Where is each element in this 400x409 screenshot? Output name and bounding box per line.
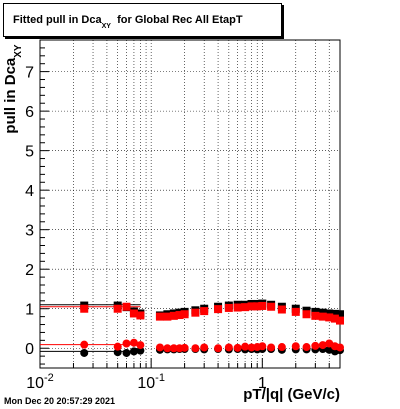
title-subscript: XY bbox=[101, 23, 111, 30]
data-point-circle bbox=[277, 343, 286, 352]
y-tick-label: 3 bbox=[25, 223, 34, 240]
data-point-circle bbox=[122, 348, 131, 357]
y-tick-label: 6 bbox=[25, 104, 34, 121]
x-tick-label-base: 10 bbox=[26, 375, 44, 392]
data-point-circle bbox=[155, 343, 164, 352]
data-point-square bbox=[233, 303, 242, 312]
data-point-square bbox=[169, 311, 178, 320]
data-point-square bbox=[247, 302, 256, 311]
data-point-circle bbox=[129, 338, 138, 347]
x-tick-label: 10-1 bbox=[137, 372, 165, 392]
data-point-square bbox=[325, 313, 334, 322]
data-point-square bbox=[122, 302, 131, 311]
data-point-circle bbox=[233, 343, 242, 352]
data-point-circle bbox=[180, 343, 189, 352]
y-tick-label: 0 bbox=[25, 341, 34, 358]
y-tick-label: 2 bbox=[25, 262, 34, 279]
data-point-circle bbox=[80, 348, 89, 357]
title-rest: for Global Rec All EtapT bbox=[117, 14, 243, 26]
data-point-square bbox=[163, 312, 172, 321]
data-point-square bbox=[330, 314, 339, 323]
data-point-circle bbox=[214, 344, 223, 353]
data-point-square bbox=[180, 310, 189, 319]
data-point-square bbox=[291, 307, 300, 316]
y-axis-label-main: pull in Dca bbox=[2, 57, 19, 134]
y-axis-label: pull in DcaXY bbox=[2, 24, 24, 154]
data-point-square bbox=[155, 312, 164, 321]
data-point-square bbox=[191, 308, 200, 317]
title-box: Fitted pull in DcaXY for Global Rec All … bbox=[3, 3, 282, 37]
data-point-circle bbox=[267, 343, 276, 352]
data-point-square bbox=[277, 305, 286, 314]
data-point-circle bbox=[80, 340, 89, 349]
data-point-circle bbox=[163, 344, 172, 353]
data-point-square bbox=[267, 302, 276, 311]
plot-frame bbox=[39, 39, 341, 369]
y-tick-label: 1 bbox=[25, 302, 34, 319]
x-tick-label-base: 10 bbox=[137, 375, 155, 392]
y-axis-label-subscript: XY bbox=[13, 44, 24, 58]
data-point-square bbox=[241, 303, 250, 312]
y-tick-label: 4 bbox=[25, 183, 34, 200]
data-point-circle bbox=[318, 341, 327, 350]
x-tick-label-base: 1 bbox=[258, 375, 267, 392]
data-point-circle bbox=[336, 343, 344, 352]
data-point-square bbox=[200, 307, 209, 316]
data-point-square bbox=[336, 310, 344, 319]
data-point-square bbox=[80, 304, 89, 313]
data-point-circle bbox=[258, 342, 267, 351]
chart-title: Fitted pull in DcaXY for Global Rec All … bbox=[13, 14, 243, 30]
data-point-square bbox=[253, 302, 262, 311]
data-point-square bbox=[258, 301, 267, 310]
data-point-circle bbox=[241, 342, 250, 351]
data-markers bbox=[80, 299, 344, 357]
x-tick-label-exponent: -1 bbox=[155, 372, 165, 384]
data-point-circle bbox=[291, 342, 300, 351]
data-point-circle bbox=[129, 347, 138, 356]
x-tick-label: 10-2 bbox=[26, 372, 54, 392]
x-tick-label: 1 bbox=[258, 375, 267, 392]
timestamp: Mon Dec 20 20:57:29 2021 bbox=[4, 396, 116, 406]
data-point-circle bbox=[311, 341, 320, 350]
data-point-square bbox=[136, 311, 145, 320]
data-point-circle bbox=[169, 344, 178, 353]
data-point-circle bbox=[113, 342, 122, 351]
data-point-circle bbox=[113, 348, 122, 357]
data-point-square bbox=[302, 310, 311, 319]
data-point-square bbox=[330, 309, 339, 318]
data-point-square bbox=[113, 304, 122, 313]
data-point-square bbox=[318, 312, 327, 321]
data-point-square bbox=[129, 309, 138, 318]
data-point-circle bbox=[200, 343, 209, 352]
x-tick-label-exponent: -2 bbox=[44, 372, 54, 384]
data-point-square bbox=[214, 305, 223, 314]
data-point-circle bbox=[136, 341, 145, 350]
data-point-circle bbox=[122, 339, 131, 348]
series-1 bbox=[80, 301, 344, 325]
x-axis-label: pT/|q| (GeV/c) bbox=[243, 386, 340, 403]
title-main: Fitted pull in Dca bbox=[13, 14, 102, 26]
data-point-square bbox=[224, 303, 233, 312]
data-point-circle bbox=[191, 344, 200, 353]
data-point-square bbox=[175, 311, 184, 320]
data-point-square bbox=[336, 316, 344, 325]
data-point-circle bbox=[224, 343, 233, 352]
y-tick-label: 5 bbox=[25, 144, 34, 161]
y-tick-label: 7 bbox=[25, 65, 34, 82]
data-point-circle bbox=[136, 346, 145, 355]
series-3 bbox=[80, 338, 344, 353]
data-point-circle bbox=[302, 343, 311, 352]
data-point-square bbox=[311, 311, 320, 320]
data-point-circle bbox=[247, 343, 256, 352]
